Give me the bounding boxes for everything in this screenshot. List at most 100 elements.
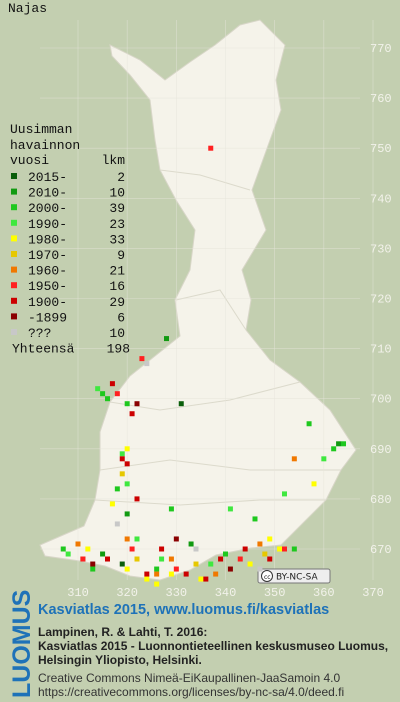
legend-label: 1980-	[28, 232, 67, 247]
occurrence-square	[114, 521, 120, 527]
occurrence-square	[129, 411, 135, 417]
footer-link[interactable]: Kasviatlas 2015, www.luomus.fi/kasviatla…	[38, 602, 329, 618]
occurrence-square	[203, 576, 209, 582]
occurrence-square	[291, 546, 297, 552]
legend-swatch	[11, 188, 17, 195]
occurrence-square	[262, 551, 268, 557]
legend-count: 16	[109, 279, 125, 294]
occurrence-square	[114, 486, 120, 492]
occurrence-square	[208, 561, 214, 567]
occurrence-square	[134, 496, 140, 502]
y-tick-label: 760	[370, 92, 392, 106]
license-url[interactable]: https://creativecommons.org/licenses/by-…	[38, 685, 344, 699]
legend-label: -1899	[28, 310, 67, 325]
occurrence-square	[168, 571, 174, 577]
y-tick-label: 730	[370, 242, 392, 256]
legend-label: 2000-	[28, 201, 67, 216]
occurrence-square	[168, 556, 174, 562]
occurrence-square	[90, 566, 96, 572]
occurrence-square	[119, 451, 125, 457]
y-tick-label: 710	[370, 343, 392, 357]
occurrence-square	[124, 401, 130, 407]
occurrence-square	[114, 391, 120, 397]
x-tick-label: 370	[362, 586, 384, 600]
citation: Helsingin Yliopisto, Helsinki.	[38, 653, 202, 667]
occurrence-square	[134, 401, 140, 407]
occurrence-square	[193, 561, 199, 567]
occurrence-square	[247, 561, 253, 567]
legend-label: 1960-	[28, 264, 67, 279]
occurrence-square	[124, 536, 130, 542]
x-tick-label: 340	[215, 586, 237, 600]
legend-count: 29	[109, 295, 125, 310]
occurrence-square	[198, 576, 204, 582]
occurrence-square	[139, 356, 145, 362]
occurrence-square	[208, 145, 214, 151]
occurrence-square	[277, 546, 283, 552]
x-tick-label: 310	[67, 586, 89, 600]
occurrence-square	[105, 396, 110, 402]
occurrence-square	[134, 556, 140, 562]
legend-swatch	[11, 313, 17, 320]
occurrence-square	[267, 536, 273, 542]
legend-swatch	[11, 251, 17, 257]
occurrence-square	[154, 581, 160, 587]
y-tick-label: 750	[370, 142, 392, 156]
occurrence-square	[159, 556, 165, 562]
occurrence-square	[109, 381, 115, 387]
legend-label: 1900-	[28, 295, 67, 310]
occurrence-square	[134, 536, 140, 542]
occurrence-square	[188, 541, 194, 547]
occurrence-square	[168, 506, 174, 512]
license-badge: BY-NC-SA	[276, 573, 319, 583]
occurrence-square	[252, 516, 258, 522]
legend-label: 2015-	[28, 170, 67, 185]
legend-total: 198	[107, 342, 130, 357]
occurrence-square	[164, 336, 169, 342]
legend-count: 10	[109, 186, 125, 201]
legend-swatch	[11, 329, 17, 335]
legend-total-label: Yhteensä	[12, 342, 75, 357]
legend-label: 1950-	[28, 279, 67, 294]
legend-label: 1970-	[28, 248, 67, 263]
occurrence-square	[267, 556, 273, 562]
legend-count: 33	[109, 232, 125, 247]
occurrence-square	[100, 551, 106, 557]
occurrence-square	[119, 561, 125, 567]
legend-swatch	[11, 266, 17, 273]
y-tick-label: 740	[370, 192, 392, 206]
legend-count: 39	[109, 201, 125, 216]
occurrence-square	[159, 546, 165, 552]
occurrence-square	[223, 551, 228, 557]
citation: Lampinen, R. & Lahti, T. 2016:	[38, 625, 207, 639]
legend-swatch	[11, 282, 17, 289]
occurrence-square	[306, 421, 312, 427]
occurrence-square	[336, 441, 342, 447]
legend-label: ???	[28, 326, 51, 341]
finland-outline	[39, 19, 357, 581]
legend-label: 1990-	[28, 217, 67, 232]
occurrence-square	[218, 556, 224, 562]
occurrence-square	[119, 456, 125, 462]
region-borders	[40, 20, 374, 580]
occurrence-square	[119, 471, 125, 477]
occurrence-square	[124, 461, 130, 467]
occurrence-square	[144, 576, 150, 582]
occurrence-square	[124, 511, 130, 517]
legend-swatch	[11, 297, 17, 304]
y-tick-label: 690	[370, 443, 392, 457]
occurrence-square	[154, 566, 160, 572]
occurrence-square	[124, 566, 130, 572]
y-tick-label: 680	[370, 493, 392, 507]
occurrence-square	[90, 561, 96, 567]
logo: LUOMUS	[8, 590, 36, 698]
occurrence-square	[331, 446, 337, 452]
y-tick-label: 770	[370, 42, 392, 56]
y-tick-label: 670	[370, 543, 392, 557]
legend-swatch	[11, 235, 17, 242]
occurrence-square	[95, 386, 101, 392]
y-tick-label: 700	[370, 393, 392, 407]
occurrence-square	[213, 571, 219, 577]
occurrence-square	[178, 401, 184, 407]
